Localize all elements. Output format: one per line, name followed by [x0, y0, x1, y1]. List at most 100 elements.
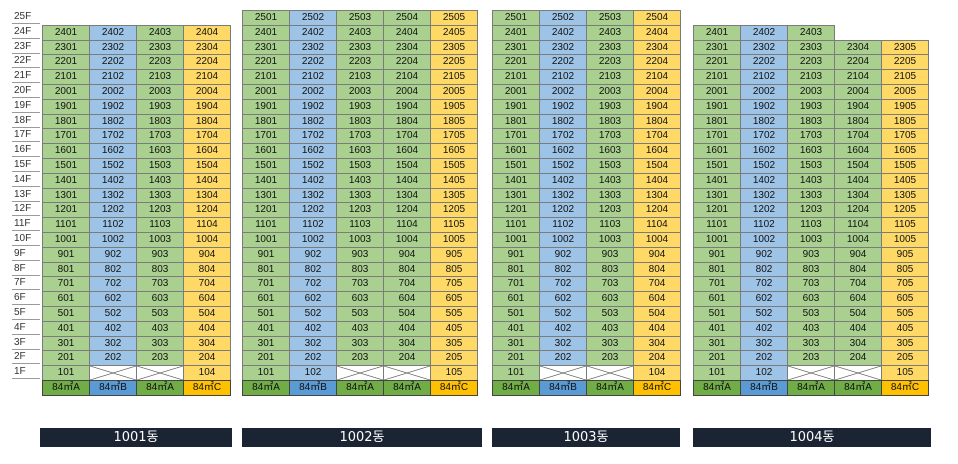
unit-cell[interactable]: 604: [834, 291, 882, 307]
unit-cell[interactable]: 2502: [289, 10, 337, 26]
unit-cell[interactable]: 203: [586, 350, 634, 367]
unit-cell[interactable]: 1402: [740, 172, 788, 189]
unit-cell[interactable]: 902: [89, 246, 137, 263]
unit-cell[interactable]: 101: [492, 365, 540, 381]
unit-cell[interactable]: 602: [89, 291, 137, 307]
unit-cell[interactable]: 1903: [787, 98, 835, 115]
unit-cell[interactable]: 203: [136, 350, 184, 367]
unit-cell[interactable]: 1705: [881, 128, 929, 145]
unit-cell[interactable]: 1901: [693, 98, 741, 115]
unit-cell[interactable]: 1003: [787, 232, 835, 248]
unit-cell[interactable]: 1602: [289, 143, 337, 159]
unit-cell[interactable]: 1603: [586, 143, 634, 159]
unit-cell[interactable]: 1503: [136, 158, 184, 174]
unit-cell[interactable]: 2102: [289, 69, 337, 85]
unit-cell[interactable]: 2304: [834, 39, 882, 56]
unit-cell[interactable]: 1303: [336, 187, 384, 204]
unit-cell[interactable]: 1501: [693, 158, 741, 174]
unit-cell[interactable]: 204: [383, 350, 431, 367]
unit-cell[interactable]: 403: [136, 320, 184, 337]
unit-cell[interactable]: 1301: [492, 187, 540, 204]
unit-cell[interactable]: 502: [289, 306, 337, 322]
unit-cell[interactable]: 305: [881, 335, 929, 352]
unit-cell[interactable]: 2304: [383, 39, 431, 56]
unit-cell[interactable]: 1404: [183, 172, 231, 189]
unit-cell[interactable]: 703: [336, 276, 384, 293]
unit-cell[interactable]: 1103: [586, 217, 634, 233]
unit-cell[interactable]: 703: [586, 276, 634, 293]
unit-cell[interactable]: 402: [289, 320, 337, 337]
unit-cell[interactable]: 1204: [383, 202, 431, 219]
unit-cell[interactable]: 102: [740, 365, 788, 381]
unit-cell[interactable]: 1902: [289, 98, 337, 115]
unit-cell[interactable]: 1603: [336, 143, 384, 159]
unit-cell[interactable]: 2201: [242, 54, 290, 71]
unit-cell[interactable]: 2001: [42, 84, 90, 100]
unit-cell[interactable]: 1201: [242, 202, 290, 219]
unit-cell[interactable]: 2303: [586, 39, 634, 56]
unit-cell[interactable]: 2301: [492, 39, 540, 56]
unit-cell[interactable]: 1403: [336, 172, 384, 189]
unit-cell[interactable]: 2101: [42, 69, 90, 85]
unit-cell[interactable]: 1704: [633, 128, 681, 145]
unit-cell[interactable]: 1101: [492, 217, 540, 233]
unit-cell[interactable]: 1104: [183, 217, 231, 233]
unit-cell[interactable]: 1604: [383, 143, 431, 159]
unit-cell[interactable]: 2101: [242, 69, 290, 85]
unit-cell[interactable]: 1804: [834, 113, 882, 130]
unit-cell[interactable]: 2003: [136, 84, 184, 100]
unit-cell[interactable]: 1303: [586, 187, 634, 204]
unit-cell[interactable]: 1901: [242, 98, 290, 115]
unit-cell[interactable]: 2002: [539, 84, 587, 100]
unit-cell[interactable]: 2104: [834, 69, 882, 85]
unit-cell[interactable]: 1101: [693, 217, 741, 233]
unit-cell[interactable]: 302: [740, 335, 788, 352]
unit-cell[interactable]: 2103: [136, 69, 184, 85]
unit-cell[interactable]: 304: [383, 335, 431, 352]
unit-cell[interactable]: 601: [492, 291, 540, 307]
unit-cell[interactable]: 303: [787, 335, 835, 352]
unit-cell[interactable]: 1905: [430, 98, 478, 115]
unit-cell[interactable]: 2303: [787, 39, 835, 56]
unit-cell[interactable]: 1805: [881, 113, 929, 130]
unit-cell[interactable]: 1804: [383, 113, 431, 130]
unit-cell[interactable]: 2004: [633, 84, 681, 100]
unit-cell[interactable]: 801: [42, 261, 90, 278]
unit-cell[interactable]: 2204: [834, 54, 882, 71]
unit-cell[interactable]: 1305: [430, 187, 478, 204]
unit-cell[interactable]: 1003: [586, 232, 634, 248]
unit-cell[interactable]: 1802: [89, 113, 137, 130]
unit-cell[interactable]: 702: [89, 276, 137, 293]
unit-cell[interactable]: 903: [787, 246, 835, 263]
unit-cell[interactable]: 402: [740, 320, 788, 337]
unit-cell[interactable]: 1203: [586, 202, 634, 219]
unit-cell[interactable]: 1204: [183, 202, 231, 219]
unit-cell[interactable]: 104: [183, 365, 231, 381]
unit-cell[interactable]: 1202: [289, 202, 337, 219]
unit-cell[interactable]: 901: [242, 246, 290, 263]
unit-cell[interactable]: 1903: [586, 98, 634, 115]
unit-cell[interactable]: 701: [693, 276, 741, 293]
unit-cell[interactable]: 1404: [834, 172, 882, 189]
unit-cell[interactable]: 1703: [136, 128, 184, 145]
unit-cell[interactable]: 404: [834, 320, 882, 337]
unit-cell[interactable]: 1001: [242, 232, 290, 248]
unit-cell[interactable]: 2103: [586, 69, 634, 85]
unit-cell[interactable]: 1403: [586, 172, 634, 189]
unit-cell[interactable]: 803: [136, 261, 184, 278]
unit-cell[interactable]: 2301: [42, 39, 90, 56]
unit-cell[interactable]: 2505: [430, 10, 478, 26]
unit-cell[interactable]: 703: [136, 276, 184, 293]
unit-cell[interactable]: 1903: [136, 98, 184, 115]
unit-cell[interactable]: 2004: [183, 84, 231, 100]
unit-cell[interactable]: 1805: [430, 113, 478, 130]
unit-cell[interactable]: 1905: [881, 98, 929, 115]
unit-cell[interactable]: 804: [834, 261, 882, 278]
unit-cell[interactable]: 805: [881, 261, 929, 278]
unit-cell[interactable]: 1301: [693, 187, 741, 204]
unit-cell[interactable]: 1405: [430, 172, 478, 189]
unit-cell[interactable]: 1302: [289, 187, 337, 204]
unit-cell[interactable]: 1701: [242, 128, 290, 145]
unit-cell[interactable]: 803: [586, 261, 634, 278]
unit-cell[interactable]: 2202: [539, 54, 587, 71]
